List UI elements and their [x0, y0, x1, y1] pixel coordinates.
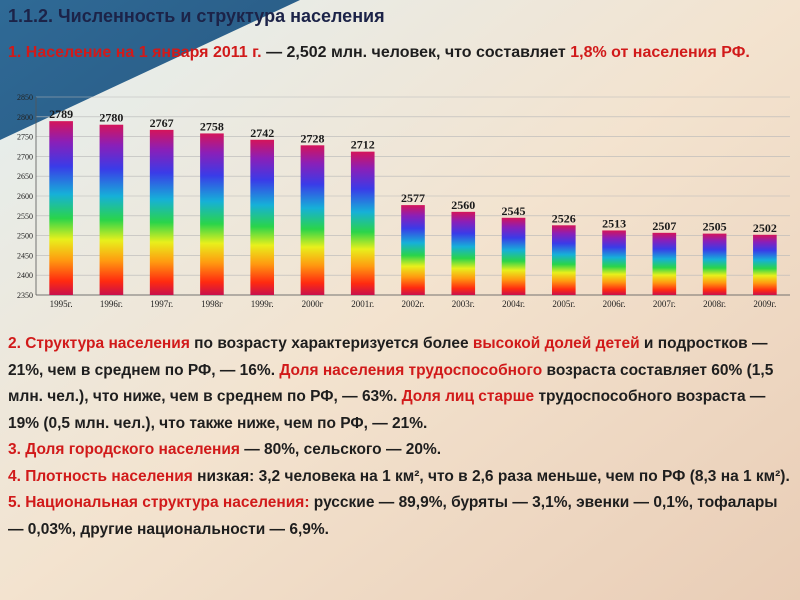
y-tick-label: 2550	[17, 212, 33, 221]
population-bar-chart: 2789 2780 2767 2758 2742 2728 2712 2577 2560 2545…	[17, 93, 790, 309]
urban-paragraph: 3. Доля городского населения — 80%, сель…	[8, 437, 792, 464]
population-text: — 2,502 млн. человек, что составляет	[261, 44, 571, 61]
population-chart: 2789 2780 2767 2758 2742 2728 2712 2577 2560 2545…	[6, 92, 794, 322]
age-structure-text-4: трудоспособного возраста — 19% (0,5 млн.…	[8, 388, 766, 432]
population-share: 1,8% от населения РФ.	[570, 44, 750, 61]
data-label: 2767	[150, 116, 174, 130]
bar	[702, 233, 727, 295]
data-label: 2789	[49, 107, 73, 121]
population-heading: 1. Население на 1 января 2011 г.	[8, 44, 262, 61]
y-tick-label: 2700	[17, 152, 33, 161]
data-label: 2502	[753, 221, 777, 235]
x-tick-label: 2007г.	[653, 299, 676, 309]
data-label: 2526	[552, 211, 576, 225]
ethnic-heading: 5. Национальная структура населения:	[8, 494, 310, 511]
y-tick-label: 2600	[17, 192, 33, 201]
elderly-heading: Доля лиц старше	[401, 388, 535, 405]
y-tick-label: 2450	[17, 251, 33, 260]
data-label: 2742	[250, 126, 274, 140]
x-tick-label: 1995г.	[50, 299, 73, 309]
x-tick-label: 2001г.	[351, 299, 374, 309]
age-structure-paragraph: 2. Структура населения по возрасту харак…	[8, 331, 792, 437]
ethnic-text: русские — 89,9%, буряты — 3,1%, эвенки —…	[8, 494, 778, 538]
y-tick-label: 2650	[17, 172, 33, 181]
y-tick-label: 2750	[17, 133, 33, 142]
data-label: 2507	[652, 219, 676, 233]
chart-y-tick-labels: 2350 2400 2450 2500 2550 2600 2650 2700 2750 2800…	[17, 93, 33, 300]
bar	[401, 205, 425, 295]
data-label: 2577	[401, 191, 425, 205]
bar	[652, 232, 677, 295]
y-tick-label: 2500	[17, 232, 33, 241]
structure-text: 2. Структура населения по возрасту харак…	[8, 331, 792, 543]
working-age-heading: Доля населения трудоспособного	[279, 361, 543, 379]
x-tick-label: 2006г.	[603, 299, 626, 309]
data-label: 2712	[351, 138, 375, 152]
y-tick-label: 2850	[17, 93, 33, 102]
data-label: 2758	[200, 119, 224, 133]
density-text: низкая: 3,2 человека на 1 км², что в 2,6…	[192, 467, 790, 485]
bar	[501, 217, 526, 295]
chart-category-labels: 1995г. 1996г. 1997г. 1998г 1999г. 2000г 2001г.…	[50, 299, 777, 309]
x-tick-label: 2004г.	[502, 299, 525, 309]
x-tick-label: 1999г.	[251, 299, 274, 309]
bar	[300, 145, 325, 295]
y-tick-label: 2400	[17, 271, 33, 280]
age-structure-text-1: по возрасту характеризуется более	[189, 335, 473, 352]
x-tick-label: 1997г.	[150, 299, 173, 309]
x-tick-label: 2005г.	[552, 299, 575, 309]
data-label: 2505	[703, 220, 727, 234]
ethnic-paragraph: 5. Национальная структура населения: рус…	[8, 490, 792, 543]
x-tick-label: 2003г.	[452, 299, 475, 309]
bar	[602, 230, 626, 295]
page-title: 1.1.2. Численность и структура населения	[8, 6, 385, 26]
age-structure-text-2: и подростков — 21%, чем в среднем по РФ,…	[8, 335, 768, 379]
bar	[99, 124, 124, 295]
bar	[753, 234, 777, 295]
x-tick-label: 1996г.	[100, 299, 123, 309]
bar	[49, 121, 73, 295]
chart-data-labels: 2789 2780 2767 2758 2742 2728 2712 2577 2560 2545…	[49, 107, 777, 235]
x-tick-label: 2008г.	[703, 299, 726, 309]
data-label: 2560	[451, 198, 475, 212]
urban-heading: 3. Доля городского населения	[8, 441, 240, 458]
bar	[250, 139, 275, 295]
bar	[551, 225, 576, 295]
y-tick-label: 2800	[17, 113, 33, 122]
chart-bars	[49, 121, 777, 295]
children-share-heading: высокой долей детей	[472, 335, 640, 352]
data-label: 2513	[602, 216, 626, 230]
data-label: 2545	[502, 204, 526, 218]
bar	[350, 151, 375, 295]
density-paragraph: 4. Плотность населения низкая: 3,2 челов…	[8, 464, 792, 491]
x-tick-label: 2002г.	[402, 299, 425, 309]
bar	[451, 211, 476, 295]
data-label: 2728	[300, 131, 324, 145]
x-tick-label: 2000г	[302, 299, 324, 309]
x-tick-label: 1998г	[201, 299, 223, 309]
bar	[149, 129, 174, 295]
density-heading: 4. Плотность населения	[8, 467, 193, 485]
urban-text: — 80%, сельского — 20%.	[239, 441, 442, 458]
age-structure-heading: 2. Структура населения	[8, 335, 190, 352]
population-paragraph: 1. Население на 1 января 2011 г. — 2,502…	[8, 40, 798, 66]
y-tick-label: 2350	[17, 291, 33, 300]
x-tick-label: 2009г.	[753, 299, 776, 309]
bar	[200, 133, 224, 295]
age-structure-text-3: возраста составляет 60% (1,5 млн. чел.),…	[8, 361, 774, 406]
data-label: 2780	[99, 111, 123, 125]
